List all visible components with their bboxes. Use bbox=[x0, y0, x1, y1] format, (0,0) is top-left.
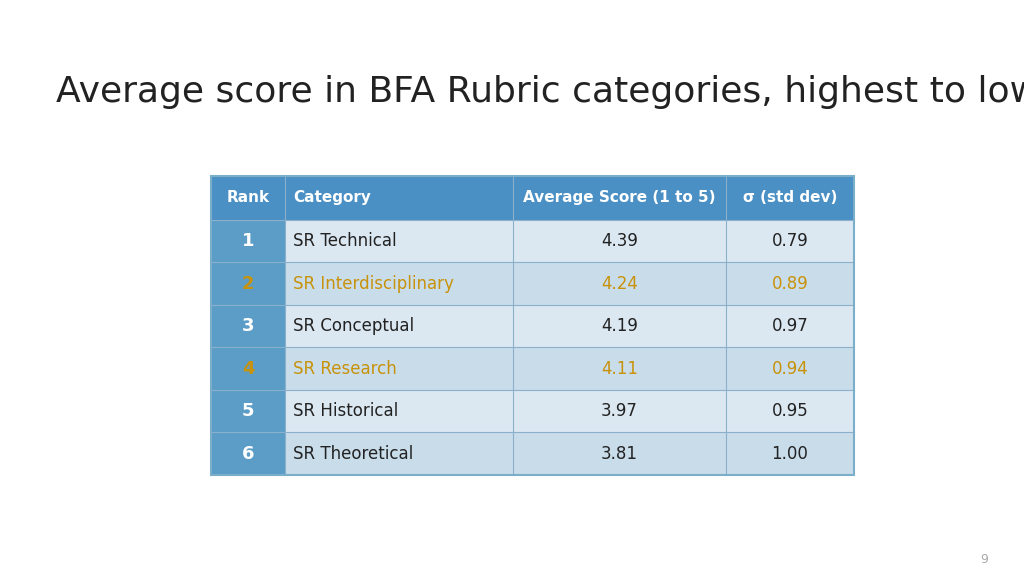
Bar bbox=[211, 305, 286, 347]
Text: 9: 9 bbox=[980, 552, 988, 566]
Bar bbox=[726, 433, 854, 475]
Text: SR Theoretical: SR Theoretical bbox=[293, 445, 414, 463]
Text: 3: 3 bbox=[242, 317, 255, 335]
Bar bbox=[211, 347, 286, 390]
Text: Category: Category bbox=[293, 190, 371, 205]
Text: σ (std dev): σ (std dev) bbox=[742, 190, 837, 205]
Bar bbox=[286, 347, 513, 390]
Text: 0.97: 0.97 bbox=[771, 317, 808, 335]
Bar bbox=[513, 305, 726, 347]
Text: 5: 5 bbox=[242, 402, 255, 420]
Bar bbox=[211, 390, 286, 433]
Bar bbox=[513, 176, 726, 220]
Bar bbox=[513, 347, 726, 390]
Bar bbox=[726, 220, 854, 263]
Text: 4.19: 4.19 bbox=[601, 317, 638, 335]
Text: 0.79: 0.79 bbox=[771, 232, 808, 250]
Text: 1: 1 bbox=[242, 232, 255, 250]
Bar bbox=[726, 390, 854, 433]
Bar bbox=[286, 390, 513, 433]
Bar bbox=[286, 220, 513, 263]
Text: SR Interdisciplinary: SR Interdisciplinary bbox=[293, 275, 454, 293]
Text: 6: 6 bbox=[242, 445, 255, 463]
Text: 4.24: 4.24 bbox=[601, 275, 638, 293]
Bar bbox=[286, 305, 513, 347]
Bar bbox=[513, 263, 726, 305]
Text: 1.00: 1.00 bbox=[771, 445, 808, 463]
Text: Average score in BFA Rubric categories, highest to lowest.: Average score in BFA Rubric categories, … bbox=[56, 75, 1024, 109]
Text: SR Conceptual: SR Conceptual bbox=[293, 317, 414, 335]
Bar bbox=[513, 220, 726, 263]
Bar bbox=[286, 263, 513, 305]
Text: Average Score (1 to 5): Average Score (1 to 5) bbox=[523, 190, 716, 205]
Text: 0.89: 0.89 bbox=[771, 275, 808, 293]
Text: 2: 2 bbox=[242, 275, 255, 293]
Bar bbox=[286, 433, 513, 475]
Text: 3.97: 3.97 bbox=[601, 402, 638, 420]
Bar bbox=[211, 220, 286, 263]
Text: SR Research: SR Research bbox=[293, 359, 396, 378]
Bar bbox=[286, 176, 513, 220]
Bar bbox=[513, 433, 726, 475]
Bar bbox=[211, 433, 286, 475]
Bar bbox=[726, 176, 854, 220]
Bar bbox=[211, 176, 854, 475]
Bar bbox=[726, 263, 854, 305]
Bar bbox=[513, 390, 726, 433]
Text: Rank: Rank bbox=[226, 190, 270, 205]
Bar bbox=[211, 263, 286, 305]
Text: 4: 4 bbox=[242, 359, 255, 378]
Text: 3.81: 3.81 bbox=[601, 445, 638, 463]
Text: SR Historical: SR Historical bbox=[293, 402, 398, 420]
Bar bbox=[726, 347, 854, 390]
Text: SR Technical: SR Technical bbox=[293, 232, 396, 250]
Text: 0.95: 0.95 bbox=[771, 402, 808, 420]
Bar bbox=[211, 176, 286, 220]
Text: 4.39: 4.39 bbox=[601, 232, 638, 250]
Bar bbox=[726, 305, 854, 347]
Text: 4.11: 4.11 bbox=[601, 359, 638, 378]
Text: 0.94: 0.94 bbox=[771, 359, 808, 378]
